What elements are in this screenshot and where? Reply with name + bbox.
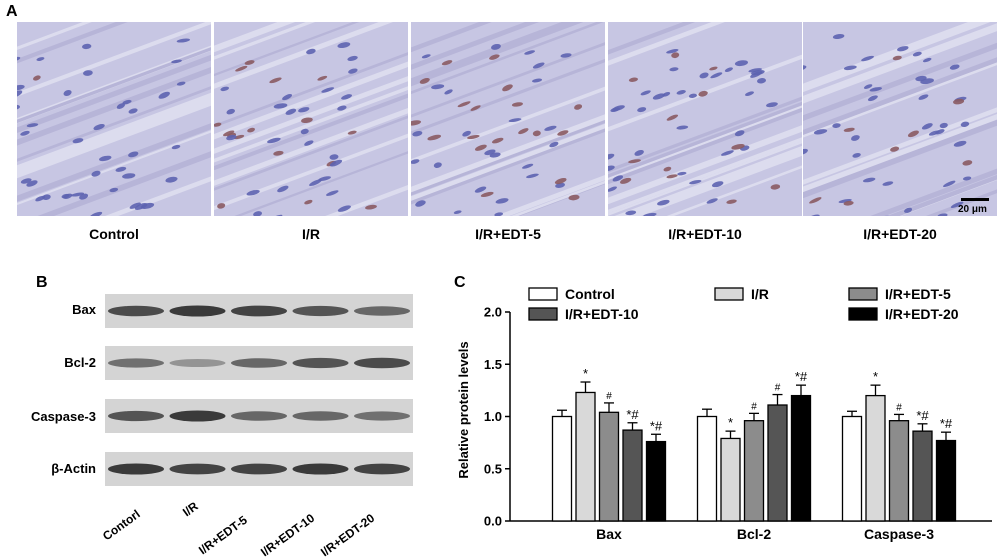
significance-label: * [583,366,588,381]
panel-b-letter: B [36,274,48,291]
legend-label: I/R+EDT-10 [565,306,639,322]
x-tick-label: Bcl-2 [737,526,771,542]
bar [912,430,933,522]
lane-label-ir-edt5: I/R+EDT-5 [196,512,250,558]
micrograph-ir [214,22,408,216]
significance-label: *# [795,369,808,384]
y-tick-label: 0.5 [484,461,502,476]
chart-legend: Control I/R I/R+EDT-5 I/R+EDT-10 I/R+EDT-20 [528,286,959,322]
blot-label-caspase3: Caspase-3 [30,409,96,424]
y-tick-label: 1.5 [484,357,502,372]
significance-label: # [896,402,902,413]
blot-label-bax: Bax [72,302,96,317]
legend-label: I/R [751,286,769,302]
lane-label-control: Contorl [100,506,143,544]
blot-strip-bcl2 [105,346,413,380]
significance-label: # [775,383,781,394]
micrograph-control [17,22,211,216]
blot-strip-bax [105,294,413,328]
significance-label: # [751,401,757,412]
bar [575,391,596,522]
micrograph-label-ir-edt10: I/R+EDT-10 [668,226,742,242]
blot-label-bcl2: Bcl-2 [64,355,96,370]
bar [743,420,765,522]
x-tick-label: Caspase-3 [864,526,934,542]
micrograph-label-ir-edt5: I/R+EDT-5 [475,226,541,242]
micrograph-ir-edt10 [608,22,802,216]
legend-label: I/R+EDT-20 [885,306,959,322]
chart-bars: *#*#*# *##*# *# *#*# [551,366,957,522]
legend-label: Control [565,286,615,302]
y-tick-label: 1.0 [484,409,502,424]
significance-label: *# [940,416,953,431]
significance-label: * [873,369,878,384]
legend-swatch [848,307,878,321]
bar [598,411,620,522]
scale-bar-label: 20 μm [958,204,987,215]
bar [841,415,863,522]
bar [551,415,573,522]
significance-label: *# [916,408,929,423]
lane-label-ir: I/R [180,498,201,520]
bar [645,440,667,522]
micrograph-ir-edt5 [411,22,605,216]
y-axis-label: Relative protein levels [456,341,471,478]
legend-label: I/R+EDT-5 [885,286,951,302]
y-tick-label: 2.0 [484,305,502,320]
scale-bar [961,198,989,201]
legend-swatch [714,287,744,301]
micrograph-label-ir: I/R [302,226,320,242]
x-tick-label: Bax [596,526,622,542]
protein-levels-chart: Control I/R I/R+EDT-5I/R+EDT-10 I/R+EDT-20 … [456,286,992,542]
panel-a-letter: A [6,3,18,20]
bar [720,437,741,522]
bar [888,420,910,522]
significance-label: *# [650,418,663,433]
bar [622,429,643,522]
micrograph-label-ir-edt20: I/R+EDT-20 [863,226,937,242]
bar [790,394,812,522]
blot-strip-beta-actin [105,452,413,486]
significance-label: * [728,415,733,430]
legend-swatch [528,307,558,321]
y-tick-label: 0.0 [484,514,502,529]
bar [767,404,788,522]
legend-swatch [528,287,558,301]
blot-label-beta-actin: β-Actin [51,461,96,476]
significance-label: # [606,391,612,402]
micrograph-label-control: Control [89,226,139,242]
significance-label: *# [626,407,639,422]
bar [696,415,718,522]
legend-swatch [848,287,878,301]
blot-strip-caspase3 [105,399,413,433]
micrograph-ir-edt20 [803,22,997,216]
bar [935,439,957,522]
bar [865,394,886,522]
panel-c-letter: C [454,274,466,291]
